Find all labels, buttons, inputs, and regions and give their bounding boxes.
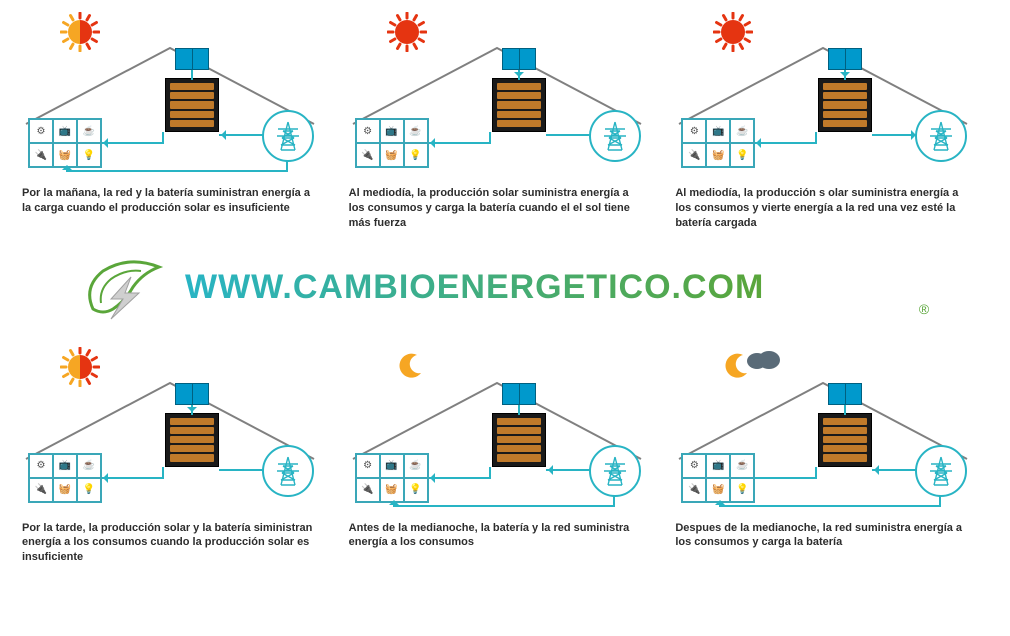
appliances-box: ⚙📺☕🔌🧺💡 xyxy=(28,453,102,503)
wire xyxy=(219,469,263,471)
wire xyxy=(162,132,164,144)
arrow-left xyxy=(216,130,226,140)
wire xyxy=(755,477,817,479)
wire xyxy=(815,467,817,479)
solar-panel-icon xyxy=(828,48,862,70)
scenario-after-midnight: ⚙📺☕🔌🧺💡 Despues de la medianoche, la red … xyxy=(673,345,990,566)
diagram: ⚙📺☕🔌🧺💡 xyxy=(20,10,320,180)
grid-tower-icon xyxy=(915,445,967,497)
diagram: ⚙📺☕🔌🧺💡 xyxy=(20,345,320,515)
solar-panel-icon xyxy=(502,383,536,405)
wire xyxy=(518,405,520,415)
leaf-bolt-icon xyxy=(81,259,171,323)
moon-icon xyxy=(397,351,425,386)
battery-rack-icon xyxy=(818,78,872,132)
wire xyxy=(489,467,491,479)
grid-tower-icon xyxy=(589,110,641,162)
wire xyxy=(429,477,491,479)
wire xyxy=(872,134,916,136)
arrow-up xyxy=(389,495,399,505)
wire xyxy=(719,505,941,507)
wire xyxy=(191,70,193,80)
battery-rack-icon xyxy=(818,413,872,467)
grid-tower-icon xyxy=(915,110,967,162)
wire xyxy=(162,467,164,479)
logo-band: WWW.CAMBIOENERGETICO.COM ® xyxy=(20,241,990,335)
svg-text:WWW.CAMBIOENERGETICO.COM: WWW.CAMBIOENERGETICO.COM xyxy=(185,268,764,306)
caption: Por la mañana, la red y la batería sumin… xyxy=(20,180,320,216)
wire xyxy=(393,505,615,507)
wire xyxy=(815,132,817,144)
solar-panel-icon xyxy=(502,48,536,70)
battery-rack-icon xyxy=(165,413,219,467)
caption: Antes de la medianoche, la batería y la … xyxy=(347,515,647,551)
arrow-left xyxy=(543,465,553,475)
sun-icon xyxy=(387,12,427,57)
grid-tower-icon xyxy=(262,110,314,162)
appliances-box: ⚙📺☕🔌🧺💡 xyxy=(681,118,755,168)
wire xyxy=(66,170,288,172)
grid-tower-icon xyxy=(589,445,641,497)
appliances-box: ⚙📺☕🔌🧺💡 xyxy=(355,118,429,168)
diagram: ⚙📺☕🔌🧺💡 xyxy=(673,345,973,515)
wire xyxy=(489,132,491,144)
registered-mark: ® xyxy=(919,301,929,317)
diagram: ⚙📺☕🔌🧺💡 xyxy=(347,345,647,515)
arrow-up xyxy=(62,160,72,170)
arrow-left xyxy=(425,473,435,483)
arrow-left xyxy=(751,138,761,148)
arrow-left xyxy=(98,138,108,148)
solar-panel-icon xyxy=(175,383,209,405)
caption: Al mediodía, la producción s olar sumini… xyxy=(673,180,973,231)
caption: Al mediodía, la producción solar suminis… xyxy=(347,180,647,231)
scenario-midday-export: ⚙📺☕🔌🧺💡 Al mediodía, la producción s olar… xyxy=(673,10,990,231)
caption: Despues de la medianoche, la red suminis… xyxy=(673,515,973,551)
diagram: ⚙📺☕🔌🧺💡 xyxy=(673,10,973,180)
wire xyxy=(102,477,164,479)
arrow-up xyxy=(715,495,725,505)
arrow-left xyxy=(425,138,435,148)
infographic-grid: ⚙📺☕🔌🧺💡 Por la mañana, la red y la baterí… xyxy=(0,0,1010,575)
wire xyxy=(546,134,590,136)
scenario-afternoon: ⚙📺☕🔌🧺💡 Por la tarde, la producción solar… xyxy=(20,345,337,566)
arrow-down xyxy=(187,407,197,417)
sun-icon xyxy=(60,347,100,392)
sun-icon xyxy=(713,12,753,57)
arrow-left xyxy=(869,465,879,475)
battery-rack-icon xyxy=(492,413,546,467)
wire xyxy=(844,405,846,415)
arrow-left xyxy=(98,473,108,483)
grid-tower-icon xyxy=(262,445,314,497)
logo-url: WWW.CAMBIOENERGETICO.COM xyxy=(185,264,905,317)
scenario-midday-charge: ⚙📺☕🔌🧺💡 Al mediodía, la producción solar … xyxy=(347,10,664,231)
cloud-icon xyxy=(743,347,781,378)
battery-rack-icon xyxy=(492,78,546,132)
solar-panel-icon xyxy=(175,48,209,70)
wire xyxy=(102,142,164,144)
wire xyxy=(429,142,491,144)
arrow-right xyxy=(911,130,921,140)
scenario-morning: ⚙📺☕🔌🧺💡 Por la mañana, la red y la baterí… xyxy=(20,10,337,231)
scenario-before-midnight: ⚙📺☕🔌🧺💡 Antes de la medianoche, la baterí… xyxy=(347,345,664,566)
arrow-down xyxy=(514,72,524,82)
sun-icon xyxy=(60,12,100,57)
wire xyxy=(755,142,817,144)
solar-panel-icon xyxy=(828,383,862,405)
arrow-down xyxy=(840,72,850,82)
caption: Por la tarde, la producción solar y la b… xyxy=(20,515,320,566)
battery-rack-icon xyxy=(165,78,219,132)
diagram: ⚙📺☕🔌🧺💡 xyxy=(347,10,647,180)
